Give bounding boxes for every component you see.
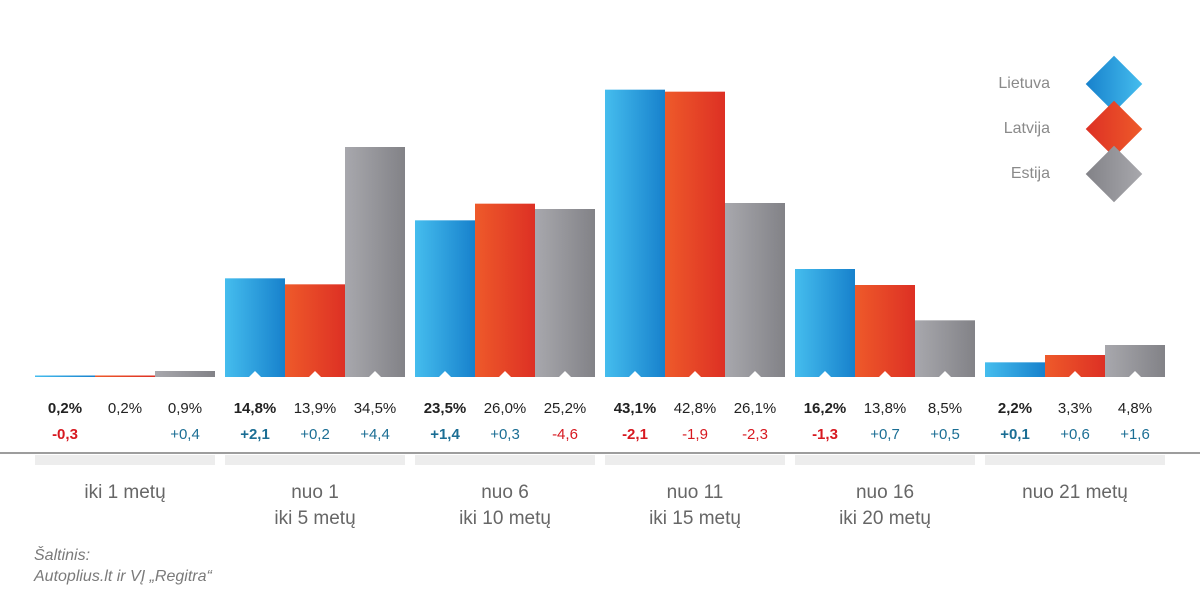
value-label: 16,2%: [804, 400, 847, 417]
bar-latvija: [475, 203, 535, 377]
value-label: 23,5%: [424, 400, 467, 417]
value-label: 26,1%: [734, 400, 777, 417]
value-label: 0,2%: [48, 400, 82, 417]
legend-item-lietuva: Lietuva: [980, 55, 1160, 113]
legend-swatch-icon: [1085, 145, 1143, 203]
value-label: 8,5%: [928, 400, 962, 417]
category-band: [35, 455, 215, 465]
bar-lietuva: [985, 362, 1045, 377]
bar-lietuva: [795, 269, 855, 377]
category-label: iki 15 metų: [649, 508, 741, 529]
value-label: 25,2%: [544, 400, 587, 417]
change-label: +0,3: [490, 426, 520, 443]
legend-label: Estija: [1010, 165, 1050, 182]
change-label: -2,3: [742, 426, 768, 443]
change-label: +0,6: [1060, 426, 1090, 443]
value-label: 26,0%: [484, 400, 527, 417]
change-label: +0,7: [870, 426, 900, 443]
bar-notch: [249, 371, 261, 377]
bar-latvija: [285, 284, 345, 377]
value-label: 14,8%: [234, 400, 277, 417]
change-label: +4,4: [360, 426, 390, 443]
change-label: +1,6: [1120, 426, 1150, 443]
source-text: Autoplius.lt ir VĮ „Regitra“: [34, 568, 212, 585]
value-label: 13,9%: [294, 400, 337, 417]
category-label: iki 10 metų: [459, 508, 551, 529]
change-label: +1,4: [430, 426, 460, 443]
bar-notch: [309, 371, 321, 377]
category-bands: [35, 455, 1165, 465]
legend-label: Lietuva: [998, 75, 1050, 92]
bar-latvija: [665, 91, 725, 378]
bar-estija: [345, 147, 405, 377]
bars: [35, 89, 1165, 378]
bar-latvija: [855, 285, 915, 377]
category-label: nuo 16: [856, 482, 914, 503]
category-label: nuo 1: [291, 482, 339, 503]
bar-notch: [559, 371, 571, 377]
bar-notch: [1069, 371, 1081, 377]
change-label: -2,1: [622, 426, 648, 443]
change-label: +0,4: [170, 426, 200, 443]
legend: Lietuva Latvija Estija: [980, 55, 1160, 212]
value-label: 3,3%: [1058, 400, 1092, 417]
change-label: -1,3: [812, 426, 838, 443]
bar-estija: [915, 320, 975, 377]
change-label: -1,9: [682, 426, 708, 443]
value-label: 34,5%: [354, 400, 397, 417]
bar-notch: [499, 371, 511, 377]
bar-lietuva: [415, 220, 475, 377]
legend-item-latvija: Latvija: [980, 100, 1160, 158]
bar-estija: [155, 371, 215, 377]
value-label: 43,1%: [614, 400, 657, 417]
value-label: 4,8%: [1118, 400, 1152, 417]
source-label: Šaltinis:: [34, 547, 91, 564]
value-label: 42,8%: [674, 400, 717, 417]
change-label: +2,1: [240, 426, 270, 443]
bar-notch: [369, 371, 381, 377]
value-label: 0,9%: [168, 400, 202, 417]
category-band: [985, 455, 1165, 465]
category-band: [225, 455, 405, 465]
change-label: +0,2: [300, 426, 330, 443]
bar-estija: [535, 209, 595, 377]
bar-notch: [819, 371, 831, 377]
category-label: iki 5 metų: [274, 508, 355, 529]
bar-lietuva: [225, 278, 285, 377]
bar-latvija: [1045, 355, 1105, 377]
category-band: [795, 455, 975, 465]
bar-notch: [879, 371, 891, 377]
category-label: nuo 21 metų: [1022, 482, 1128, 503]
value-labels: 0,2% -0,3 0,2% 0,9% +0,4 14,8% +2,1 13,9% +0,2 34…: [48, 400, 1152, 443]
change-label: +0,5: [930, 426, 960, 443]
legend-label: Latvija: [1003, 120, 1050, 137]
bar-notch: [689, 371, 701, 377]
category-label: nuo 6: [481, 482, 529, 503]
bar-notch: [939, 371, 951, 377]
category-label: nuo 11: [667, 482, 724, 503]
bar-notch: [749, 371, 761, 377]
legend-item-estija: Estija: [980, 145, 1160, 203]
bar-notch: [439, 371, 451, 377]
value-label: 0,2%: [108, 400, 142, 417]
value-label: 2,2%: [998, 400, 1032, 417]
change-label: -0,3: [52, 426, 78, 443]
bar-notch: [1129, 371, 1141, 377]
category-label: iki 20 metų: [839, 508, 931, 529]
bar-latvija: [95, 375, 155, 377]
change-label: +0,1: [1000, 426, 1030, 443]
category-labels: iki 1 metų nuo 1 iki 5 metų nuo 6 iki 10 met…: [84, 482, 1127, 529]
value-label: 13,8%: [864, 400, 907, 417]
category-band: [605, 455, 785, 465]
source-note: Šaltinis: Autoplius.lt ir VĮ „Regitra“: [34, 545, 212, 587]
bar-notch: [629, 371, 641, 377]
bar-lietuva: [35, 375, 95, 377]
bar-estija: [725, 203, 785, 377]
bar-lietuva: [605, 89, 665, 378]
category-label: iki 1 metų: [84, 482, 165, 503]
category-band: [415, 455, 595, 465]
change-label: -4,6: [552, 426, 578, 443]
